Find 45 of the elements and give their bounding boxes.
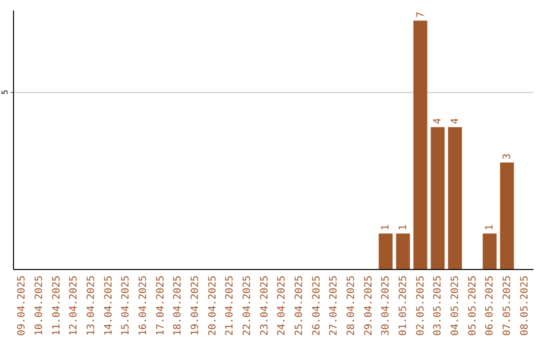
bar [500,162,514,269]
data-label: 4 [432,118,444,124]
x-tick-label: 23.04.2025 [259,276,270,336]
x-tick-label: 13.04.2025 [86,276,97,336]
x-tick-label: 30.04.2025 [380,276,392,336]
x-tick-label: 15.04.2025 [120,276,132,336]
data-label: 1 [398,224,409,231]
x-tick-label: 28.04.2025 [346,276,357,336]
x-tick-label: 19.04.2025 [190,276,201,336]
x-tick-label: 05.05.2025 [467,276,478,336]
x-tick-label: 16.04.2025 [138,276,149,336]
x-tick-label: 14.04.2025 [103,276,114,336]
x-tick-label: 20.04.2025 [207,276,218,336]
x-tick-label: 26.04.2025 [311,276,322,336]
x-tick-label: 12.04.2025 [68,276,80,336]
bar [430,127,445,269]
x-tick-label: 03.05.2025 [432,276,444,336]
y-tick-label: 5 [0,90,10,95]
x-tick-label: 22.04.2025 [242,276,253,336]
x-tick-label: 17.04.2025 [155,276,166,336]
x-tick-label: 24.04.2025 [276,276,288,336]
x-tick-label: 07.05.2025 [502,276,513,336]
x-tick-label: 29.04.2025 [363,276,374,336]
data-label: 1 [380,224,392,231]
data-label: 1 [484,224,496,231]
x-tick-label: 01.05.2025 [398,276,409,336]
x-tick-label: 18.04.2025 [172,276,184,336]
bar [378,234,393,269]
x-tick-label: 04.05.2025 [450,276,461,336]
x-tick-label: 27.04.2025 [328,276,340,336]
x-tick-label: 08.05.2025 [519,276,530,336]
bar [448,127,462,269]
x-tick-label: 09.04.2025 [16,276,28,336]
bar [413,20,428,269]
x-tick-label: 11.04.2025 [51,276,62,336]
x-tick-label: 10.04.2025 [34,276,45,336]
bar [396,234,410,269]
data-label: 3 [502,154,513,160]
bar [482,234,497,269]
data-label: 7 [415,12,426,18]
data-label: 4 [450,118,461,124]
x-tick-label: 21.04.2025 [224,276,236,336]
x-tick-label: 02.05.2025 [415,276,426,336]
x-tick-label: 25.04.2025 [294,276,305,336]
x-tick-label: 06.05.2025 [484,276,496,336]
